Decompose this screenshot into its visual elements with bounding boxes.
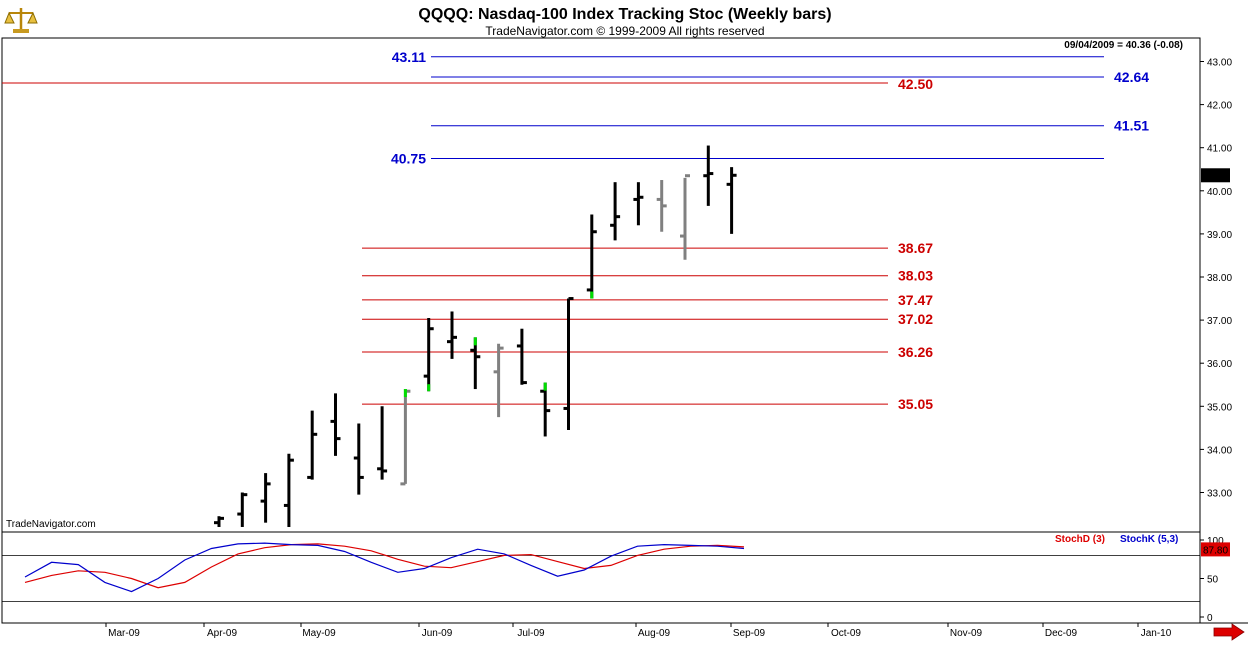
ohlc-bar — [423, 317, 434, 392]
ohlc-bar — [470, 337, 481, 390]
price-tick-label: 43.00 — [1207, 58, 1232, 69]
chart-subtitle: TradeNavigator.com © 1999-2009 All right… — [485, 24, 764, 38]
ohlc-bar — [726, 167, 737, 234]
ohlc-bar — [377, 406, 388, 480]
price-pane-frame — [1, 37, 1201, 533]
level-label-37-02: 37.02 — [898, 311, 933, 327]
ohlc-bar — [260, 473, 271, 523]
chart-title: QQQQ: Nasdaq-100 Index Tracking Stoc (We… — [418, 6, 831, 23]
level-label-41-51: 41.51 — [1114, 118, 1149, 134]
ohlc-bar — [400, 389, 411, 486]
ohlc-bar — [516, 328, 527, 385]
level-label-37-47: 37.47 — [898, 292, 933, 308]
price-tick-label: 40.00 — [1207, 187, 1232, 198]
stoch-last-label: 87.80 — [1203, 545, 1228, 556]
x-tick-label: Dec-09 — [1045, 628, 1078, 639]
level-label-38-67: 38.67 — [898, 240, 933, 256]
stoch-tick-label: 50 — [1207, 575, 1219, 586]
ohlc-bar — [610, 182, 621, 241]
level-label-36-26: 36.26 — [898, 344, 933, 360]
price-tick-label: 34.00 — [1207, 445, 1232, 456]
x-tick-label: Nov-09 — [950, 628, 983, 639]
level-label-38-03: 38.03 — [898, 268, 933, 284]
stoch-d-line — [24, 543, 745, 589]
ohlc-bar — [540, 382, 551, 437]
ohlc-bar — [703, 145, 714, 206]
last-price-tag — [1201, 168, 1230, 183]
price-tick-label: 36.00 — [1207, 359, 1232, 370]
ohlc-bar — [307, 410, 318, 480]
x-tick-label: Jan-10 — [1141, 628, 1172, 639]
last-price-info: 09/04/2009 = 40.36 (-0.08) — [1064, 40, 1183, 51]
ohlc-bar — [633, 182, 644, 226]
price-tick-label: 41.00 — [1207, 144, 1232, 155]
x-tick-label: Oct-09 — [831, 628, 861, 639]
level-label-43-11: 43.11 — [392, 49, 426, 65]
stoch-pane-frame — [1, 531, 1201, 624]
ohlc-bar — [586, 214, 597, 299]
ohlc-bar — [563, 297, 574, 431]
ohlc-bar — [680, 174, 690, 260]
ohlc-bar — [330, 393, 341, 456]
ohlc-bar — [237, 492, 248, 527]
level-label-35-05: 35.05 — [898, 396, 933, 412]
price-tick-label: 37.00 — [1207, 316, 1232, 327]
watermark: TradeNavigator.com — [6, 519, 96, 530]
stoch-d-legend: StochD (3) — [1055, 534, 1105, 545]
ohlc-bar — [656, 180, 667, 232]
x-tick-label: May-09 — [302, 628, 336, 639]
price-tick-label: 38.00 — [1207, 273, 1232, 284]
stoch-k-line — [24, 542, 745, 593]
ohlc-bar — [214, 516, 224, 527]
x-tick-label: Aug-09 — [638, 628, 671, 639]
x-tick-label: Sep-09 — [733, 628, 766, 639]
x-tick-label: Jun-09 — [422, 628, 453, 639]
ohlc-bar — [353, 423, 364, 495]
level-label-40-75: 40.75 — [391, 150, 426, 166]
level-label-42-50: 42.50 — [898, 76, 933, 92]
stoch-tick-label: 100 — [1207, 536, 1224, 547]
scales-icon — [4, 4, 38, 34]
ohlc-bar — [283, 453, 294, 527]
x-tick-label: Jul-09 — [517, 628, 545, 639]
last-price-label: 40.36 — [1204, 171, 1229, 182]
ohlc-bar — [447, 311, 457, 359]
x-tick-label: Apr-09 — [207, 628, 237, 639]
x-tick-label: Mar-09 — [108, 628, 140, 639]
right-arrow-icon[interactable] — [1213, 623, 1245, 641]
price-tick-label: 35.00 — [1207, 402, 1232, 413]
stoch-tick-label: 0 — [1207, 613, 1213, 624]
level-label-42-64: 42.64 — [1114, 69, 1149, 85]
price-tick-label: 42.00 — [1207, 101, 1232, 112]
price-tick-label: 39.00 — [1207, 230, 1232, 241]
ohlc-bar — [493, 343, 504, 418]
price-tick-label: 33.00 — [1207, 489, 1232, 500]
stoch-k-legend: StochK (5,3) — [1120, 534, 1178, 545]
stoch-last-tag — [1201, 542, 1230, 557]
